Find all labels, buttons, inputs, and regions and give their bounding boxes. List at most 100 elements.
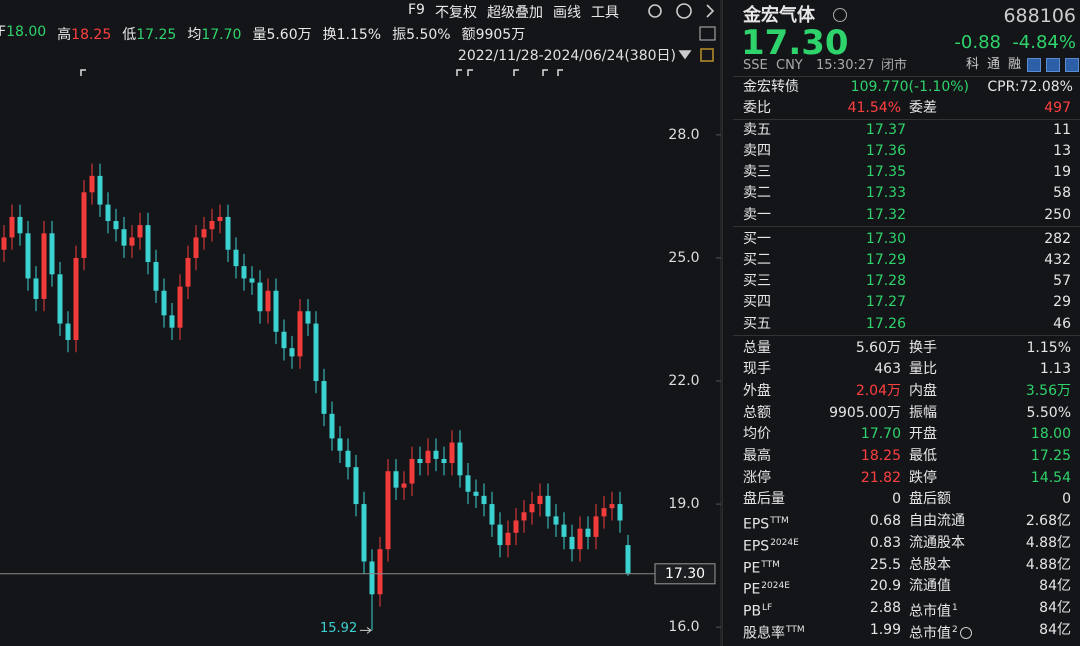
quote-label: 换 xyxy=(322,27,337,43)
divider xyxy=(733,335,1080,336)
candle-body xyxy=(545,495,551,517)
collapse-handle[interactable] xyxy=(723,395,733,445)
candle-body xyxy=(601,508,607,517)
chart: 16.0 19.0 22.0 25.0 28.0 17.30 15.92 xyxy=(0,0,722,646)
stat-value: 18.00 xyxy=(1030,426,1071,443)
toolbar-item[interactable]: F9 xyxy=(408,2,425,18)
y-tick-label: 25.0 xyxy=(668,250,699,266)
candle-body xyxy=(409,458,415,484)
candle-body xyxy=(257,282,263,312)
toolbar-item[interactable]: 工具 xyxy=(590,5,619,21)
candle-body xyxy=(585,528,591,537)
low-marker-arrow xyxy=(360,627,372,634)
candle-body xyxy=(313,323,319,381)
stock-name: 金宏气体 xyxy=(743,5,815,26)
stat-label: 换手 xyxy=(909,339,937,356)
book-volume: 11 xyxy=(1053,121,1071,138)
low-marker-label: 15.92 xyxy=(320,621,357,636)
y-tick-label: 22.0 xyxy=(668,373,699,389)
badge: 科 xyxy=(966,57,980,72)
candle-body xyxy=(153,262,159,291)
info-icon[interactable] xyxy=(833,8,847,22)
stat-label: 内盘 xyxy=(909,382,937,399)
lock-icon[interactable] xyxy=(700,48,714,62)
book-label: 卖四 xyxy=(743,142,771,159)
last-price-label: 17.30 xyxy=(665,566,705,582)
quote-value: 5.60万 xyxy=(266,27,312,43)
candle-body xyxy=(433,450,439,459)
dropdown-icon[interactable] xyxy=(678,50,692,60)
candle-body xyxy=(441,458,447,464)
candle-body xyxy=(289,348,295,357)
candle-body xyxy=(553,516,559,525)
candle-body xyxy=(193,237,199,258)
quote-label: 量 xyxy=(252,27,267,43)
quote-label: F xyxy=(0,24,7,40)
stock-price: 17.30 xyxy=(741,22,849,63)
candle-body xyxy=(25,233,31,279)
candle-body xyxy=(337,438,343,451)
stat-label: 委差 xyxy=(909,99,937,116)
quote-item: 换1.15% xyxy=(323,24,381,44)
stat-value: 3.56万 xyxy=(1025,382,1071,399)
book-volume: 29 xyxy=(1053,294,1071,311)
tool-icon[interactable] xyxy=(1046,58,1060,72)
candle-body xyxy=(265,290,271,312)
candle-body xyxy=(65,323,71,340)
stat-label: 自由流通 xyxy=(909,513,965,530)
book-label: 买五 xyxy=(743,315,771,332)
stat-value: 4.88亿 xyxy=(1025,556,1071,573)
stat-value: 2.68亿 xyxy=(1025,513,1071,530)
candle-body xyxy=(105,204,111,222)
candle-body xyxy=(513,520,519,533)
book-price: 17.33 xyxy=(865,185,906,202)
book-price: 17.36 xyxy=(865,142,906,159)
candle-body xyxy=(393,471,399,488)
stat-label-sup: LF xyxy=(762,602,773,613)
price-change-pct: -4.84% xyxy=(1012,32,1076,53)
stat-value: 1.15% xyxy=(1026,339,1071,356)
book-label: 买四 xyxy=(743,294,771,311)
quote-value: 5.50% xyxy=(406,27,451,43)
candle-body xyxy=(617,504,623,521)
book-price: 17.35 xyxy=(865,164,906,181)
bond-cpr: CPR:72.08% xyxy=(987,78,1073,95)
y-tick-label: 16.0 xyxy=(668,619,699,635)
book-volume: 250 xyxy=(1044,206,1071,223)
stat-label: 流通值 xyxy=(909,578,951,595)
stat-label: 振幅 xyxy=(909,404,937,421)
stat-value: 1.13 xyxy=(1039,361,1071,378)
candle-body xyxy=(329,413,335,439)
stat-label-sup: TTM xyxy=(761,559,780,570)
stat-value: 2.04万 xyxy=(855,382,901,399)
toolbar-item[interactable]: 不复权 xyxy=(434,5,477,21)
bond-name: 金宏转债 xyxy=(743,78,799,95)
toolbar-item[interactable]: 超级叠加 xyxy=(486,5,543,21)
stat-value: 497 xyxy=(1044,99,1071,116)
stat-value: 2.88 xyxy=(869,599,901,616)
book-label: 买一 xyxy=(743,230,771,247)
book-price: 17.32 xyxy=(865,206,906,223)
settings-icon[interactable] xyxy=(648,4,662,18)
tool-icon[interactable] xyxy=(1027,58,1041,72)
candle-body xyxy=(497,524,503,546)
candle-body xyxy=(569,536,575,550)
stat-value: 17.25 xyxy=(1030,448,1071,464)
quote-value: 17.70 xyxy=(201,27,242,43)
quote-label: 均 xyxy=(187,27,202,43)
wp-icon[interactable] xyxy=(699,26,716,41)
help-icon[interactable] xyxy=(676,3,692,19)
next-icon[interactable] xyxy=(706,4,715,18)
stat-label: 总量 xyxy=(743,339,771,356)
stat-label: 总股本 xyxy=(909,556,951,573)
stat-label: PETTM xyxy=(743,559,780,577)
tool-icon[interactable] xyxy=(1065,58,1079,72)
candle-body xyxy=(57,274,63,324)
stat-value: 5.60万 xyxy=(855,339,901,356)
toolbar-item[interactable]: 画线 xyxy=(552,5,581,21)
stat-label-sup: 2024E xyxy=(770,537,799,548)
candle-body xyxy=(457,442,463,476)
stat-value: 17.70 xyxy=(860,426,901,443)
candle-body xyxy=(489,504,495,525)
